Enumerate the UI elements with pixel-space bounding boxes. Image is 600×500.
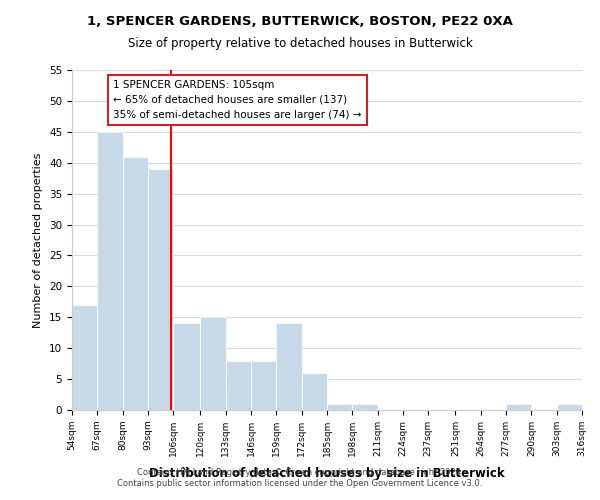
Bar (173, 324, 200, 410)
X-axis label: Distribution of detached houses by size in Butterwick: Distribution of detached houses by size … (149, 467, 505, 480)
Y-axis label: Number of detached properties: Number of detached properties (34, 152, 43, 328)
Bar (277, 324, 302, 410)
Bar (97, 132, 122, 410)
Bar (506, 404, 532, 410)
Bar (72, 305, 97, 410)
Bar (226, 360, 251, 410)
Text: 1, SPENCER GARDENS, BUTTERWICK, BOSTON, PE22 0XA: 1, SPENCER GARDENS, BUTTERWICK, BOSTON, … (87, 15, 513, 28)
Text: Contains HM Land Registry data © Crown copyright and database right 2024.
Contai: Contains HM Land Registry data © Crown c… (118, 468, 482, 487)
Bar (148, 169, 173, 410)
Bar (251, 360, 277, 410)
Bar (327, 404, 352, 410)
Bar (122, 156, 148, 410)
Bar (352, 404, 377, 410)
Bar (557, 404, 582, 410)
Bar (200, 318, 226, 410)
Text: 1 SPENCER GARDENS: 105sqm
← 65% of detached houses are smaller (137)
35% of semi: 1 SPENCER GARDENS: 105sqm ← 65% of detac… (113, 80, 361, 120)
Text: Size of property relative to detached houses in Butterwick: Size of property relative to detached ho… (128, 38, 472, 51)
Bar (302, 373, 327, 410)
